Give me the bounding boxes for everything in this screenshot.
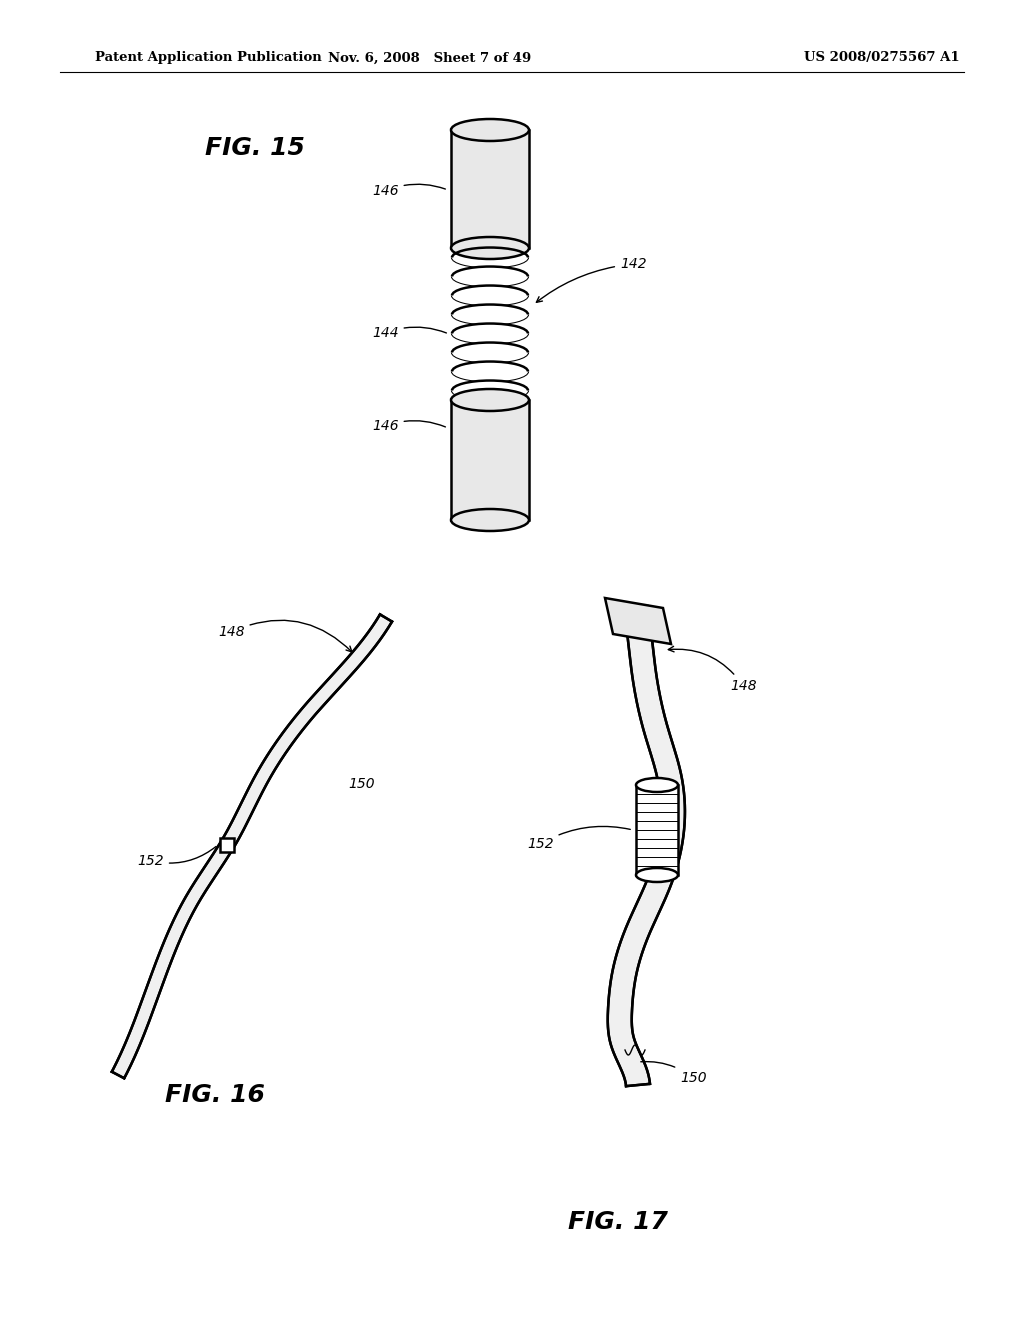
- Polygon shape: [451, 129, 529, 248]
- Text: 142: 142: [537, 257, 646, 302]
- Text: 148: 148: [218, 620, 352, 652]
- Text: FIG. 17: FIG. 17: [568, 1210, 668, 1234]
- Text: FIG. 15: FIG. 15: [205, 136, 305, 160]
- Text: 148: 148: [669, 647, 757, 693]
- Ellipse shape: [452, 285, 528, 305]
- Polygon shape: [451, 400, 529, 520]
- Polygon shape: [607, 606, 685, 1086]
- Ellipse shape: [451, 389, 529, 411]
- Ellipse shape: [452, 267, 528, 286]
- Ellipse shape: [452, 362, 528, 381]
- Text: 146: 146: [372, 183, 445, 198]
- Ellipse shape: [451, 238, 529, 259]
- Polygon shape: [605, 598, 671, 644]
- Text: Patent Application Publication: Patent Application Publication: [95, 51, 322, 65]
- Polygon shape: [636, 785, 678, 875]
- Text: 150: 150: [348, 777, 375, 791]
- Ellipse shape: [451, 510, 529, 531]
- Ellipse shape: [636, 777, 678, 792]
- Text: 152: 152: [527, 826, 631, 851]
- Ellipse shape: [636, 869, 678, 882]
- Text: 152: 152: [137, 846, 216, 867]
- Ellipse shape: [451, 119, 529, 141]
- Text: Nov. 6, 2008   Sheet 7 of 49: Nov. 6, 2008 Sheet 7 of 49: [329, 51, 531, 65]
- Ellipse shape: [452, 380, 528, 400]
- Text: FIG. 16: FIG. 16: [165, 1082, 265, 1107]
- Text: 146: 146: [372, 418, 445, 433]
- Ellipse shape: [452, 342, 528, 363]
- Text: 144: 144: [372, 326, 446, 341]
- Polygon shape: [112, 614, 392, 1078]
- Polygon shape: [220, 838, 234, 851]
- Text: 150: 150: [641, 1061, 707, 1085]
- Text: US 2008/0275567 A1: US 2008/0275567 A1: [805, 51, 961, 65]
- Ellipse shape: [452, 248, 528, 268]
- Ellipse shape: [452, 323, 528, 343]
- Ellipse shape: [452, 305, 528, 325]
